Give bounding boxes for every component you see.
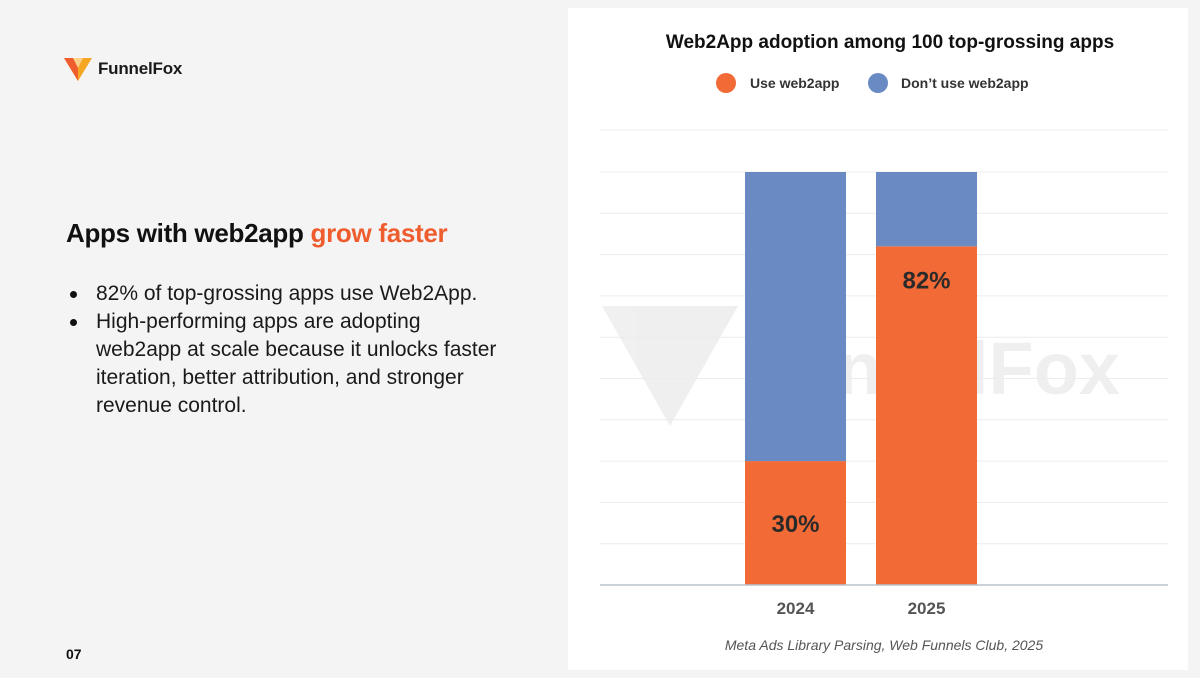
bar-data-label: 30%	[771, 511, 819, 538]
x-tick-label: 2024	[777, 599, 815, 618]
bullet-dot-icon	[70, 291, 77, 298]
legend-label-use: Use web2app	[750, 75, 839, 91]
legend-swatch-dont-use	[868, 73, 888, 93]
brand-name: FunnelFox	[98, 59, 183, 78]
chart-source: Meta Ads Library Parsing, Web Funnels Cl…	[725, 637, 1043, 653]
watermark-fox-icon	[602, 306, 738, 426]
stacked-bar-chart: FunnelFox Web2App adoption among 100 top…	[600, 32, 1168, 653]
chart-bars: 30% 82%	[745, 172, 977, 585]
bullet-text: 82% of top-grossing apps use Web2App.	[96, 282, 478, 305]
page-number: 07	[66, 646, 82, 662]
bar-2024-use	[745, 461, 846, 585]
bullet-dot-icon	[70, 319, 77, 326]
brand-logo: FunnelFox	[64, 56, 182, 82]
fox-logo-icon	[64, 58, 92, 81]
bullet-text: High-performing apps are adopting web2ap…	[96, 310, 497, 417]
bar-2025-dont-use	[876, 172, 977, 247]
chart-panel: FunnelFox Web2App adoption among 100 top…	[568, 8, 1188, 670]
legend-swatch-use	[716, 73, 736, 93]
bullet-item: High-performing apps are adopting web2ap…	[66, 308, 506, 420]
headline-accent: grow faster	[310, 218, 448, 248]
legend-label-dont-use: Don’t use web2app	[901, 75, 1029, 91]
headline-prefix: Apps with web2app	[66, 218, 311, 248]
bar-data-label: 82%	[902, 267, 950, 294]
bullet-item: 82% of top-grossing apps use Web2App.	[66, 280, 506, 308]
slide-headline: Apps with web2app grow faster	[66, 218, 448, 249]
bar-2024-dont-use	[745, 172, 846, 462]
x-tick-labels: 2024 2025	[777, 599, 946, 618]
chart-legend: Use web2app Don’t use web2app	[716, 73, 1029, 93]
bar-2025-use	[876, 246, 977, 585]
chart-title: Web2App adoption among 100 top-grossing …	[666, 32, 1114, 53]
chart-watermark: FunnelFox	[602, 306, 1120, 426]
x-tick-label: 2025	[908, 599, 946, 618]
bullet-list: 82% of top-grossing apps use Web2App. Hi…	[66, 280, 506, 420]
